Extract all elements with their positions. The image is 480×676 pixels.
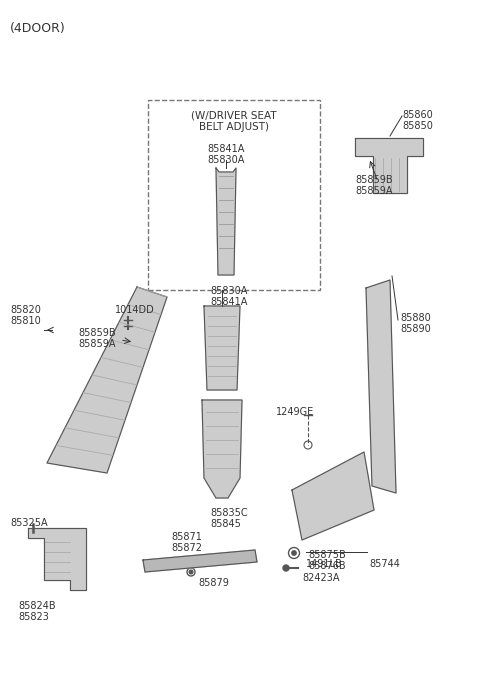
Text: 85820: 85820 [10, 305, 41, 315]
Polygon shape [366, 280, 396, 493]
Text: 85841A: 85841A [207, 144, 245, 154]
Circle shape [283, 565, 289, 571]
Text: 82423A: 82423A [302, 573, 339, 583]
Text: (W/DRIVER SEAT: (W/DRIVER SEAT [191, 110, 277, 120]
Text: 85830A: 85830A [210, 286, 247, 296]
Polygon shape [204, 306, 240, 390]
Text: 85859B: 85859B [355, 175, 393, 185]
Polygon shape [202, 400, 242, 498]
Text: 85872: 85872 [171, 543, 202, 553]
Text: 85859A: 85859A [355, 186, 393, 196]
Text: 85850: 85850 [402, 121, 433, 131]
Text: 85824B: 85824B [18, 601, 56, 611]
Text: 85830A: 85830A [207, 155, 245, 165]
Text: 1014DD: 1014DD [115, 305, 155, 315]
Text: 85823: 85823 [18, 612, 49, 622]
Bar [148, 100, 320, 290]
Text: BELT ADJUST): BELT ADJUST) [199, 122, 269, 132]
Polygon shape [47, 287, 167, 473]
Text: 85744: 85744 [369, 559, 400, 569]
Text: 85876B: 85876B [308, 561, 346, 571]
Text: 85880: 85880 [400, 313, 431, 323]
Text: 85845: 85845 [210, 519, 241, 529]
Polygon shape [216, 168, 236, 275]
Text: 85859B: 85859B [78, 328, 116, 338]
Polygon shape [143, 550, 257, 572]
Text: 85859A: 85859A [78, 339, 116, 349]
Text: 85860: 85860 [402, 110, 433, 120]
Circle shape [292, 551, 296, 555]
Text: 85875B: 85875B [308, 550, 346, 560]
Text: 1491LB: 1491LB [306, 559, 343, 569]
Circle shape [189, 570, 193, 574]
Polygon shape [355, 138, 423, 193]
Polygon shape [28, 528, 86, 590]
Polygon shape [292, 452, 374, 540]
Text: 1249GE: 1249GE [276, 407, 314, 417]
Text: 85879: 85879 [198, 578, 229, 588]
Text: 85841A: 85841A [210, 297, 247, 307]
Text: 85871: 85871 [171, 532, 202, 542]
Text: 85325A: 85325A [10, 518, 48, 528]
Text: (4DOOR): (4DOOR) [10, 22, 66, 35]
Text: 85890: 85890 [400, 324, 431, 334]
Text: 85835C: 85835C [210, 508, 248, 518]
Text: 85810: 85810 [10, 316, 41, 326]
